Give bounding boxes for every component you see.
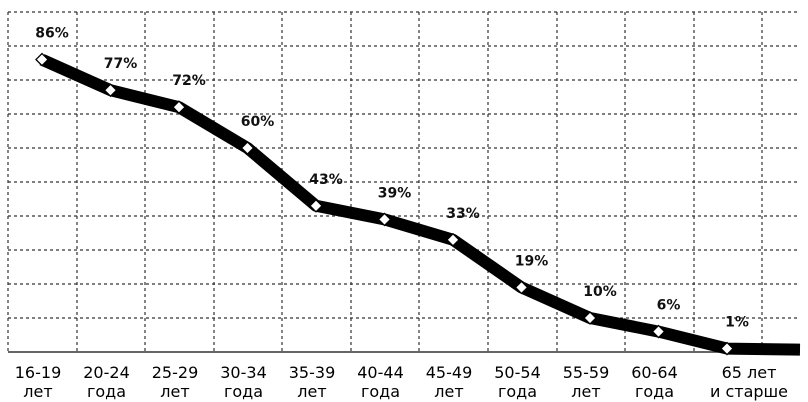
data-point [377,212,392,227]
data-labels: 86% 77% 72% 60% 43% 39% 33% 19% 10% 6% 1% [35,26,749,331]
data-label: 19% [515,253,549,269]
x-tick-label: 45-49 [426,363,473,382]
x-tick-label: 20-24 [83,363,130,382]
x-tick-label: лет [23,382,52,401]
x-tick-label: 50-54 [494,363,541,382]
x-tick-label: года [224,382,263,401]
data-label: 6% [657,298,681,314]
x-tick-label: лет [434,382,463,401]
x-tick-label: года [498,382,537,401]
grid [7,11,800,352]
data-point [240,141,255,155]
x-tick-label: года [361,382,400,401]
data-point [583,311,597,325]
x-tick-label: 30-34 [220,363,267,382]
data-label: 72% [172,73,206,89]
x-tick-label: и старше [710,382,788,401]
x-tick-labels: 16-19лет20-24года25-29лет30-34года35-39л… [15,363,788,401]
data-point [309,198,323,213]
x-tick-label: года [635,382,674,401]
data-point [720,341,734,356]
data-point [103,83,118,98]
markers [35,52,734,356]
data-point [651,324,666,339]
x-tick-label: лет [297,382,326,401]
data-label: 10% [583,284,617,300]
x-tick-label: года [87,382,126,401]
data-label: 43% [309,172,343,188]
series-line-group [39,54,801,356]
data-label: 39% [378,185,412,201]
x-tick-label: 55-59 [563,363,610,382]
x-tick-label: 35-39 [289,363,336,382]
x-tick-label: 25-29 [152,363,199,382]
data-label: 86% [35,26,69,42]
x-tick-label: 60-64 [631,363,678,382]
series-line [39,54,801,356]
data-point [446,232,460,247]
x-tick-label: 65 лет [722,363,777,382]
x-tick-label: лет [160,382,189,401]
data-point [514,280,529,295]
x-tick-label: 40-44 [357,363,404,382]
x-tick-label: 16-19 [15,363,62,382]
data-label: 1% [725,315,749,331]
data-label: 60% [241,114,275,130]
data-label: 77% [104,56,138,72]
data-point [35,52,49,67]
data-label: 33% [446,206,480,222]
x-tick-label: лет [571,382,600,401]
data-point [172,100,186,115]
